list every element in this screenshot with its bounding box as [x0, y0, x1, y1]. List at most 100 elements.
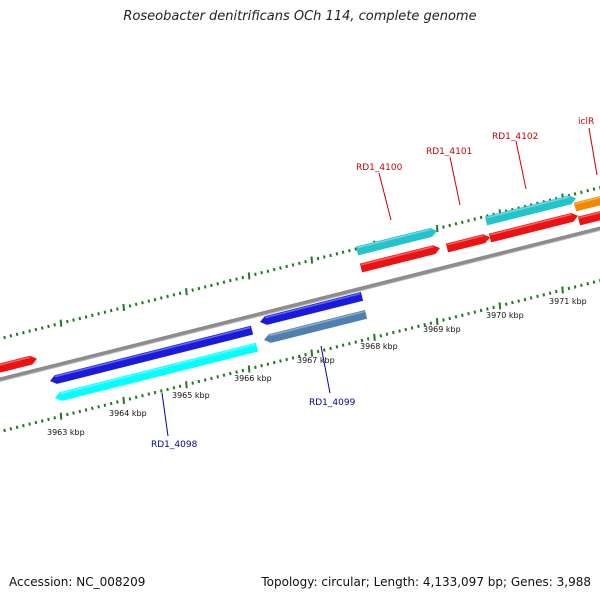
cds-rd1-4101[interactable] — [445, 234, 490, 253]
upper-minor-tick — [134, 302, 138, 306]
upper-minor-tick — [72, 318, 75, 322]
cds-blue-2-highlight — [264, 292, 361, 319]
cds-rd1-4100-highlight — [357, 228, 431, 249]
lower-minor-tick — [341, 343, 345, 347]
upper-minor-tick — [335, 252, 339, 256]
upper-minor-tick — [479, 215, 483, 220]
lower-minor-tick — [97, 405, 100, 409]
lower-minor-tick — [229, 371, 232, 376]
upper-minor-tick — [254, 272, 257, 276]
upper-minor-tick — [216, 282, 219, 286]
cds-rd1-4099[interactable] — [264, 310, 368, 343]
lower-minor-tick — [467, 312, 470, 316]
map-title: Roseobacter denitrificans OCh 114, compl… — [123, 9, 477, 24]
lower-minor-tick — [567, 286, 571, 291]
upper-minor-tick — [15, 332, 19, 336]
upper-major-tick — [247, 272, 251, 280]
cds-red-2[interactable] — [488, 213, 578, 243]
scale-label: 3966 kbp — [234, 374, 272, 383]
upper-minor-tick — [141, 301, 144, 305]
upper-minor-tick — [573, 192, 577, 196]
upper-minor-tick — [323, 255, 326, 259]
scale-label: 3965 kbp — [172, 391, 210, 400]
lower-minor-tick — [178, 384, 182, 388]
upper-minor-tick — [580, 190, 583, 194]
upper-minor-tick — [235, 277, 238, 281]
lower-major-tick — [122, 396, 125, 404]
upper-major-tick — [185, 288, 188, 296]
upper-minor-tick — [222, 280, 226, 284]
lower-minor-tick — [266, 362, 270, 366]
upper-minor-tick — [241, 275, 245, 280]
lower-minor-tick — [3, 428, 6, 433]
gene-label-rd1-4099[interactable]: RD1_4099 — [309, 398, 356, 408]
lower-minor-tick — [429, 321, 433, 325]
upper-minor-tick — [454, 222, 458, 226]
lower-minor-tick — [304, 353, 307, 357]
upper-minor-tick — [291, 263, 295, 267]
genome-backbone — [0, 226, 600, 382]
cds-red-1-highlight — [361, 245, 434, 266]
upper-minor-tick — [53, 323, 56, 327]
lower-minor-tick — [486, 307, 489, 311]
upper-minor-tick — [34, 327, 38, 332]
lower-minor-tick — [385, 332, 389, 336]
upper-minor-tick — [461, 220, 464, 224]
lower-major-tick — [247, 365, 251, 373]
gene-label-rd1-4101[interactable]: RD1_4101 — [426, 147, 472, 157]
upper-minor-tick — [166, 294, 169, 299]
lower-minor-tick — [492, 305, 495, 310]
lower-minor-tick — [335, 345, 339, 349]
cds-red-1[interactable] — [359, 245, 440, 273]
cds-iclr[interactable] — [573, 195, 600, 212]
lower-minor-tick — [15, 425, 19, 429]
upper-minor-tick — [448, 223, 451, 228]
lower-minor-tick — [461, 313, 464, 317]
upper-minor-tick — [473, 217, 477, 221]
upper-minor-tick — [272, 267, 276, 272]
upper-minor-tick — [172, 293, 176, 297]
lower-minor-tick — [473, 310, 477, 314]
gene-label-rd1-4100[interactable]: RD1_4100 — [356, 163, 403, 173]
upper-minor-tick — [28, 329, 31, 333]
gene-leader-line — [588, 127, 598, 176]
lower-minor-tick — [210, 376, 213, 381]
lower-minor-tick — [360, 338, 364, 343]
cds-rd1-4100[interactable] — [355, 228, 437, 256]
upper-minor-tick — [348, 249, 351, 253]
lower-minor-tick — [348, 342, 351, 346]
lower-minor-tick — [128, 397, 132, 401]
lower-minor-tick — [291, 356, 295, 360]
lower-minor-tick — [504, 302, 508, 306]
gene-label-rd1-4102[interactable]: RD1_4102 — [492, 132, 538, 142]
lower-minor-tick — [78, 409, 82, 414]
cds-blue-2[interactable] — [260, 292, 364, 325]
lower-minor-tick — [103, 403, 107, 407]
cds-rd1-4102[interactable] — [484, 195, 576, 226]
gene-label-rd1-4098[interactable]: RD1_4098 — [151, 440, 198, 450]
upper-minor-tick — [467, 219, 470, 223]
gene-leader-line — [161, 392, 169, 437]
lower-minor-tick — [392, 330, 395, 335]
cds-iclr-highlight — [575, 196, 600, 205]
cds-rd1-4098[interactable] — [55, 342, 259, 401]
lower-minor-tick — [529, 296, 533, 300]
lower-minor-tick — [72, 411, 75, 415]
lower-major-tick — [185, 381, 188, 389]
upper-minor-tick — [66, 319, 69, 324]
lower-minor-tick — [222, 373, 226, 377]
lower-minor-tick — [84, 408, 88, 412]
cds-red-3[interactable] — [577, 210, 600, 226]
lower-minor-tick — [235, 370, 238, 374]
lower-minor-tick — [172, 386, 176, 390]
cds-left-edge[interactable] — [0, 355, 37, 375]
upper-minor-tick — [40, 326, 44, 330]
scale-label: 3963 kbp — [47, 428, 85, 437]
cds-rd1-4099-highlight — [268, 310, 365, 337]
lower-minor-tick — [147, 392, 151, 396]
lower-minor-tick — [160, 389, 163, 393]
gene-label-iclr[interactable]: iclR — [578, 117, 594, 127]
lower-minor-tick — [47, 417, 50, 422]
cds-blue-1[interactable] — [50, 325, 254, 384]
